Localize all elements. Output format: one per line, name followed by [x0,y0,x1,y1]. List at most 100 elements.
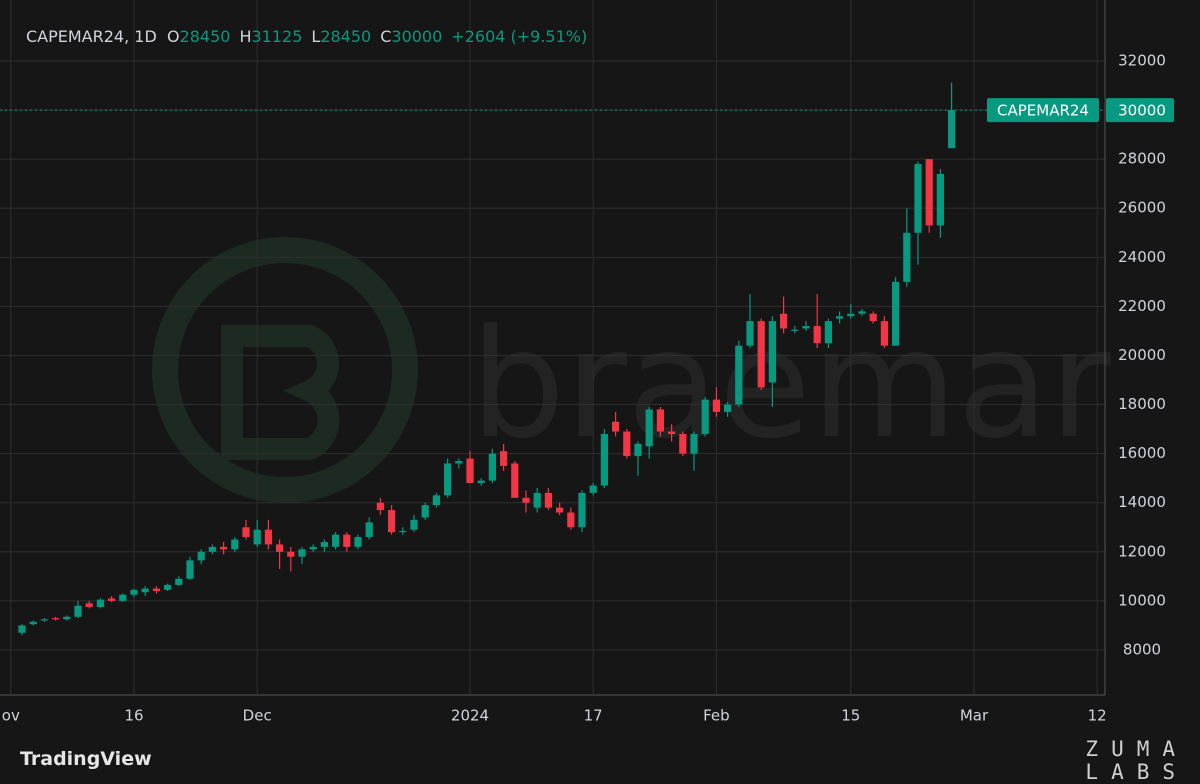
candle-body [936,173,944,226]
candle-body [544,492,552,508]
x-tick-label: 17 [584,707,603,725]
candle-body [365,522,373,538]
y-tick-label: 12000 [1118,542,1166,560]
credit: ZUMA LABS [1085,738,1188,784]
candle-body [892,281,900,346]
candle-body [948,110,956,149]
candle-body [768,321,776,383]
candle-body [376,502,384,511]
candle-body [29,621,37,625]
candle-body [208,546,216,552]
ohlc-label: O [166,27,180,46]
candle-body [824,321,832,344]
candle-body [343,534,351,547]
x-tick-label: Mar [960,707,989,725]
x-tick-label: 12 [1088,707,1107,725]
candle-body [656,409,664,432]
candle-body [466,458,474,484]
candle-body [287,551,295,557]
candle-body [354,537,362,547]
candle-body [152,588,160,592]
candle-body [757,321,765,388]
candle-body [74,605,82,617]
watermark-logo [152,237,418,503]
candle-body [623,431,631,457]
candle-body [567,512,575,528]
candle-body [444,463,452,496]
candle-body [242,527,250,538]
candle-body [85,603,93,608]
candle-body [52,618,60,620]
x-tick-label: 15 [841,707,860,725]
candle-body [432,495,440,506]
candle-body [533,492,541,508]
candle-body [600,434,608,486]
candle-body [298,549,306,557]
candle-body [119,594,127,601]
y-tick-label: 10000 [1118,591,1166,609]
y-tick-label: 24000 [1118,248,1166,266]
candle-body [96,599,104,608]
last-price-name: CAPEMAR24 [997,102,1089,120]
candle-body [388,510,396,533]
candle-body [612,421,620,432]
candle-body [791,329,799,331]
candle-body [164,584,172,590]
y-tick-label: 22000 [1118,297,1166,315]
candle-body [712,399,720,412]
candle-body [578,492,586,528]
candle-body [220,546,228,550]
candle-body [869,313,877,322]
candle-body [858,311,866,314]
candle-body [780,313,788,329]
y-tick-label: 28000 [1118,150,1166,168]
candle-body [690,434,698,454]
candle-body [186,560,194,579]
candle-body [634,443,642,457]
x-tick-label: Dec [243,707,272,725]
candle-body [802,326,810,329]
candle-body [645,409,653,447]
brand: TradingView [20,748,152,770]
change: +2604 (+9.51%) [451,27,588,46]
ohlc-label: L [311,27,321,46]
candle-body [276,544,284,552]
y-tick-label: 16000 [1118,444,1166,462]
candle-body [903,232,911,282]
candle-body [836,316,844,319]
candle-body [735,345,743,405]
candle-body [511,463,519,498]
y-tick-label: 20000 [1118,346,1166,364]
last-price-value: 30000 [1118,102,1166,120]
candle-body [880,321,888,346]
candle-body [455,460,463,464]
last-price-name-box [987,98,1099,123]
y-tick-label: 18000 [1118,395,1166,413]
y-tick-label: 8000 [1123,640,1161,658]
y-tick-label: 26000 [1118,199,1166,217]
candle-body [264,529,272,545]
candle-body [108,598,116,601]
last-price-box [1106,98,1174,123]
candle-body [500,451,508,466]
candle-body [522,497,530,503]
candle-body [724,404,732,412]
credit-line: ZUMA [1085,737,1188,761]
candle-body [320,541,328,547]
candle-body [556,507,564,513]
candle-body [813,326,821,344]
candle-body [175,578,183,585]
ohlc-value: 28450 [320,27,372,46]
credit-line: LABS [1085,760,1188,784]
candle-body [231,539,239,550]
ohlc-value: 28450 [179,27,231,46]
x-tick-label: 16 [124,707,143,725]
candle-body [421,505,429,518]
candle-body [679,434,687,454]
ohlc-label: C [380,27,392,46]
tradingview-logo[interactable]: TradingView [20,748,152,770]
ohlc-value: 30000 [391,27,443,46]
y-tick-label: 32000 [1118,52,1166,70]
